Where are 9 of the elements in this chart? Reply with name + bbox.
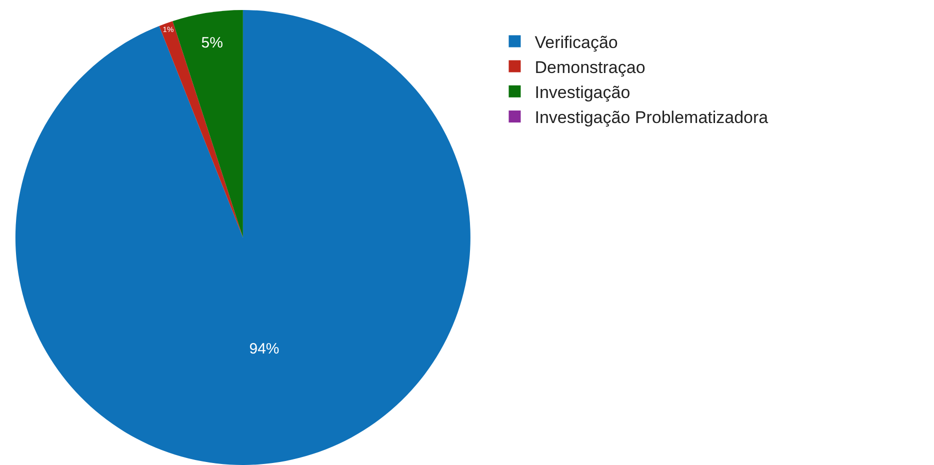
data-label: 5% bbox=[201, 34, 223, 52]
legend-label: Demonstraçao bbox=[534, 58, 646, 77]
data-label: 94% bbox=[249, 340, 280, 358]
legend-label: Investigação bbox=[534, 83, 630, 102]
pie-slice bbox=[159, 21, 243, 238]
pie-slice bbox=[16, 10, 470, 465]
legend-label: Verificação bbox=[534, 32, 618, 52]
legend-label: Investigação Problematizadora bbox=[534, 108, 769, 128]
pie-slice bbox=[172, 10, 243, 238]
